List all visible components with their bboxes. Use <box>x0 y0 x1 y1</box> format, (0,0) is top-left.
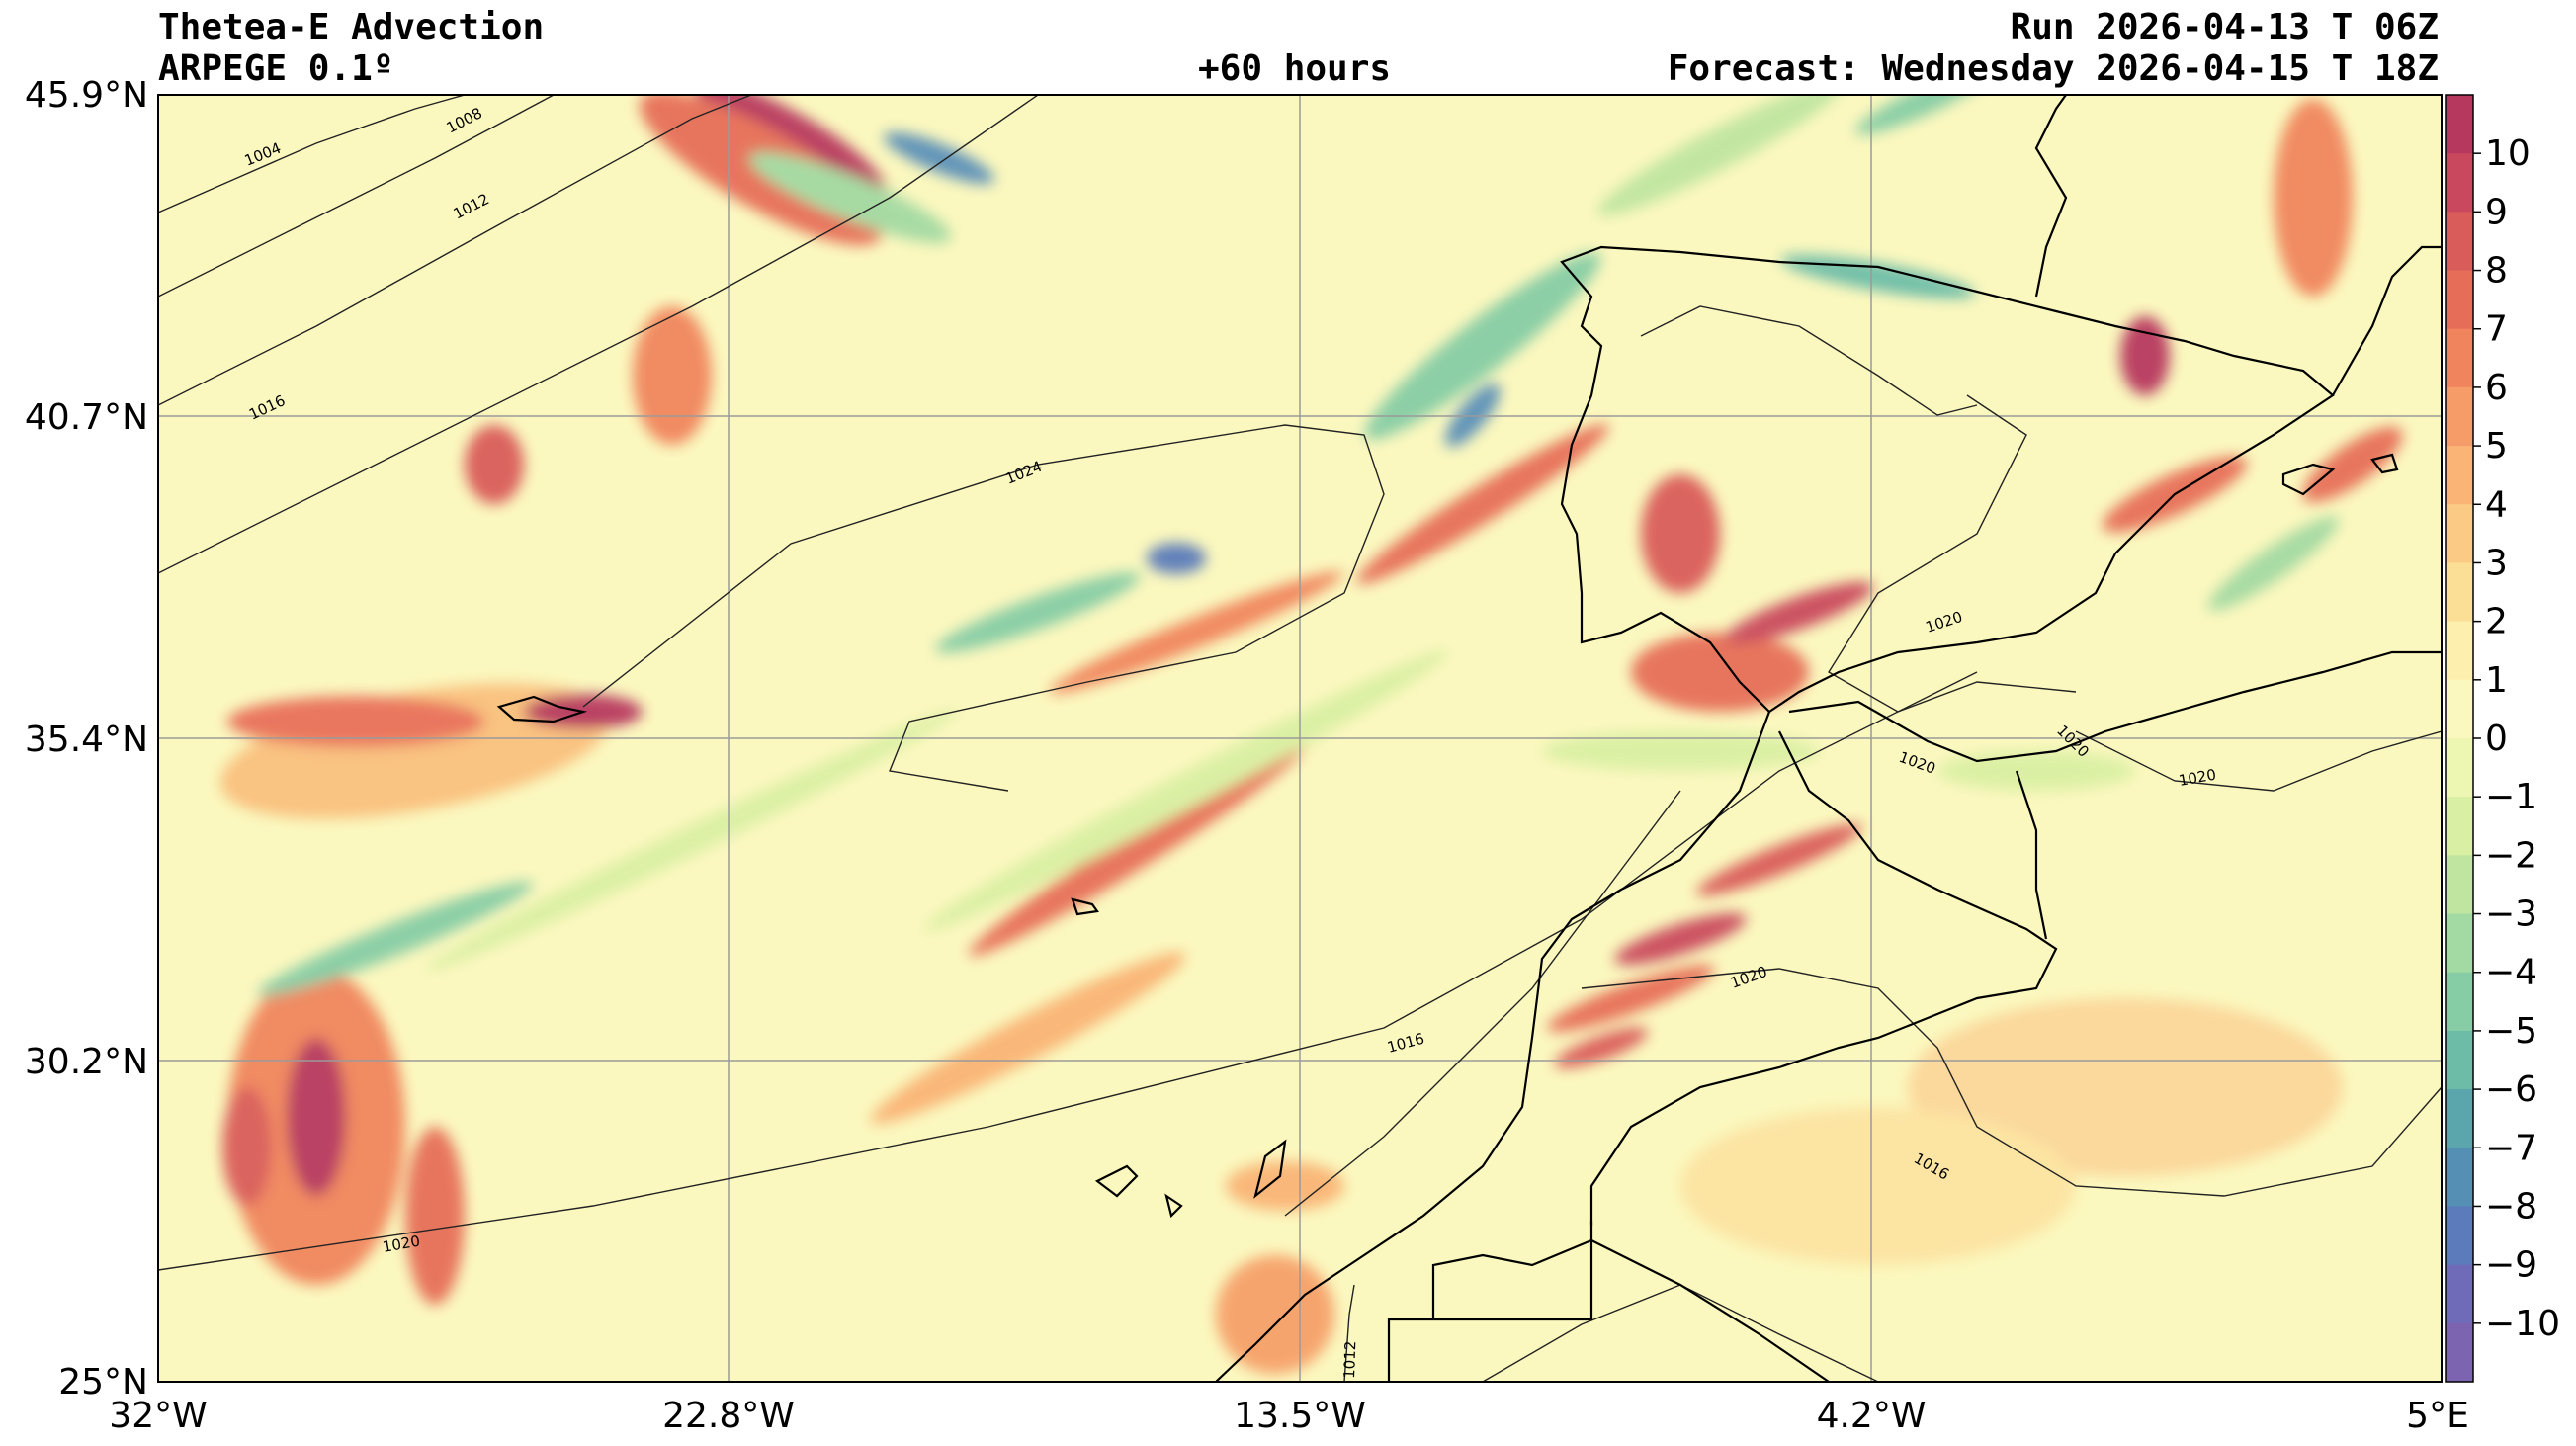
forecast-label: Forecast: Wednesday 2026-04-15 T 18Z <box>1667 48 2439 89</box>
colorbar-swatch <box>2446 913 2473 974</box>
colorbar-swatch <box>2446 1089 2473 1148</box>
colorbar <box>2445 94 2474 1383</box>
longitude-labels: 32°W 22.8°W 13.5°W 4.2°W 5°E <box>109 1396 2469 1436</box>
colorbar-swatch <box>2446 1206 2473 1266</box>
isobar-label: 1012 <box>1340 1340 1359 1379</box>
lead-time-label: +60 hours <box>1198 48 1392 89</box>
latitude-labels: 45.9°N 40.7°N 35.4°N 30.2°N 25°N <box>25 75 148 1403</box>
colorbar-tick-label: 2 <box>2485 602 2508 642</box>
lon-label: 13.5°W <box>1234 1396 1366 1436</box>
colorbar-tick-label: −8 <box>2485 1186 2537 1227</box>
colorbar-swatch <box>2446 972 2473 1032</box>
colorbar-swatch <box>2446 562 2473 623</box>
map-title-text: Thetea-E Advection <box>158 7 545 47</box>
colorbar-tick-label: 0 <box>2485 719 2508 759</box>
colorbar-tick-label: 9 <box>2485 192 2508 232</box>
lon-label: 32°W <box>109 1396 207 1436</box>
map-grid <box>158 95 2442 1382</box>
colorbar-tick-label: −10 <box>2485 1304 2560 1344</box>
lon-label: 4.2°W <box>1817 1396 1927 1436</box>
colorbar-tick-label: 4 <box>2485 484 2508 525</box>
colorbar-swatch <box>2446 621 2473 681</box>
colorbar-swatch <box>2446 212 2473 272</box>
colorbar-tick-label: −9 <box>2485 1245 2537 1286</box>
colorbar-tick-label: −1 <box>2485 777 2537 817</box>
lat-label: 45.9°N <box>25 75 148 116</box>
colorbar-tick-label: −5 <box>2485 1011 2537 1052</box>
colorbar-swatch <box>2446 270 2473 330</box>
lon-label: 5°E <box>2406 1396 2469 1436</box>
colorbar-swatch <box>2446 328 2473 388</box>
colorbar-swatch <box>2446 95 2473 154</box>
lat-label: 25°N <box>58 1362 148 1403</box>
isobars <box>158 95 2442 1382</box>
colorbar-swatch <box>2446 1322 2473 1383</box>
coastlines <box>496 95 2442 1382</box>
colorbar-swatch <box>2446 1030 2473 1090</box>
lon-label: 22.8°W <box>662 1396 795 1436</box>
colorbar-tick-label: −6 <box>2485 1069 2537 1110</box>
run-label: Run 2026-04-13 T 06Z <box>2010 7 2439 47</box>
colorbar-tick-label: −2 <box>2485 835 2537 876</box>
colorbar-swatch <box>2446 855 2473 915</box>
colorbar-swatch <box>2446 1264 2473 1324</box>
model-label: ARPEGE 0.1º <box>158 48 394 89</box>
lat-label: 40.7°N <box>25 397 148 438</box>
colorbar-tick-label: −3 <box>2485 894 2537 935</box>
colorbar-swatch <box>2446 738 2473 798</box>
colorbar-tick-label: 5 <box>2485 426 2508 467</box>
colorbar-tick-label: 1 <box>2485 660 2508 701</box>
colorbar-tick-label: 8 <box>2485 251 2508 292</box>
colorbar-tick-label: 6 <box>2485 368 2508 408</box>
colorbar-swatch <box>2446 797 2473 856</box>
colorbar-swatch <box>2446 153 2473 213</box>
map-field <box>158 95 2442 1382</box>
colorbar-tick-label: 3 <box>2485 543 2508 583</box>
colorbar-tick-label: −4 <box>2485 953 2537 993</box>
colorbar-swatch <box>2446 386 2473 447</box>
lat-label: 35.4°N <box>25 720 148 760</box>
lat-label: 30.2°N <box>25 1042 148 1082</box>
colorbar-tick-label: −7 <box>2485 1128 2537 1168</box>
colorbar-swatch <box>2446 1148 2473 1207</box>
colorbar-swatch <box>2446 446 2473 505</box>
colorbar-swatch <box>2446 504 2473 563</box>
colorbar-tick-label: 10 <box>2485 133 2531 174</box>
colorbar-tick-label: 7 <box>2485 309 2508 350</box>
map-border <box>157 94 2443 1383</box>
colorbar-swatch <box>2446 679 2473 739</box>
